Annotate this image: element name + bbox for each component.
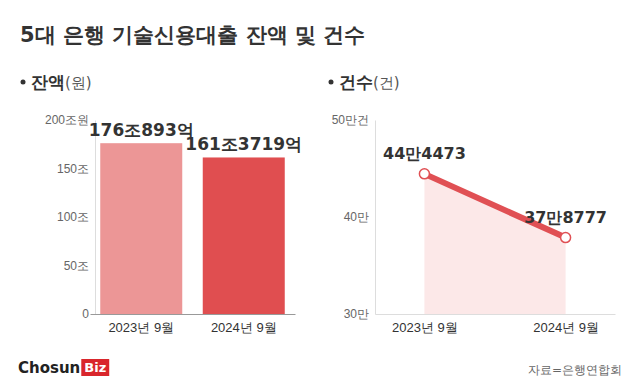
y-tick: 50조 xyxy=(64,259,95,273)
panel-title-unit: (건) xyxy=(373,74,400,92)
y-axis: 0 50조 100조 150조 200조원 xyxy=(45,113,96,321)
area xyxy=(424,174,565,314)
x-tick: 2024년 9월 xyxy=(533,314,599,335)
data-label: 176조893억 xyxy=(89,120,194,140)
y-axis-line xyxy=(95,121,96,315)
panel: 건수(건) 30만 40만 50만건 2023년 9월 2024년 9월 44만4473 37… xyxy=(329,72,616,335)
panel-title-main: 건수 xyxy=(339,72,373,92)
y-tick: 100조 xyxy=(57,210,95,224)
y-tick-label: 100조 xyxy=(57,210,89,224)
x-tick: 2024년 9월 xyxy=(211,314,277,335)
y-tick: 30만 xyxy=(344,307,375,321)
y-tick-label: 200조원 xyxy=(45,113,89,127)
y-tick: 40만 xyxy=(344,210,375,224)
y-tick-label: 30만 xyxy=(344,307,369,321)
panel-title-unit: (원) xyxy=(65,74,92,92)
y-tick-label: 40만 xyxy=(344,210,369,224)
x-axis-line xyxy=(91,314,296,315)
logo-box xyxy=(81,359,109,376)
y-tick-label: 150조 xyxy=(57,162,89,176)
line xyxy=(424,174,565,238)
logo-text: Chosun xyxy=(18,359,80,377)
y-tick: 200조원 xyxy=(45,113,95,127)
logo-text: Biz xyxy=(84,360,106,375)
x-axis: 2023년 9월 2024년 9월 xyxy=(376,314,616,335)
y-tick-label: 0 xyxy=(82,307,89,321)
x-axis-line xyxy=(376,314,616,315)
x-tick: 2023년 9월 xyxy=(108,314,174,335)
panel-title: 잔액(원) xyxy=(31,72,92,92)
x-tick-label: 2024년 9월 xyxy=(533,320,599,335)
x-tick-label: 2024년 9월 xyxy=(211,320,277,335)
plot-area xyxy=(419,169,570,314)
data-label: 37만8777 xyxy=(524,208,607,227)
bar xyxy=(203,157,285,314)
data-label: 161조3719억 xyxy=(185,134,302,154)
y-axis: 30만 40만 50만건 xyxy=(332,113,376,321)
x-axis: 2023년 9월 2024년 9월 xyxy=(91,314,296,335)
marker xyxy=(419,169,429,179)
y-tick: 50만건 xyxy=(332,113,375,127)
logo: Chosun Biz xyxy=(18,359,109,377)
marker xyxy=(561,233,571,243)
title: 5대 은행 기술신용대출 잔액 및 건수 xyxy=(20,23,365,47)
x-tick-label: 2023년 9월 xyxy=(392,320,458,335)
plot-area xyxy=(100,143,285,314)
panel: 잔액(원) 0 50조 100조 150조 200조원 2023년 9월 2024년 9월 17… xyxy=(21,72,303,335)
source: 자료=은행연합회 xyxy=(528,363,622,377)
panel-title-main: 잔액 xyxy=(31,72,65,92)
data-label: 44만4473 xyxy=(383,144,466,163)
y-tick: 150조 xyxy=(57,162,95,176)
y-axis-line xyxy=(375,121,376,315)
x-tick-label: 2023년 9월 xyxy=(108,320,174,335)
y-tick-label: 50조 xyxy=(64,259,89,273)
bullet xyxy=(329,80,334,85)
x-tick: 2023년 9월 xyxy=(392,314,458,335)
bullet xyxy=(21,80,26,85)
chart-root: 5대 은행 기술신용대출 잔액 및 건수자료=은행연합회ChosunBiz잔액(… xyxy=(0,0,640,390)
y-tick-label: 50만건 xyxy=(332,113,369,127)
panel-title: 건수(건) xyxy=(339,72,400,92)
bar xyxy=(100,143,182,314)
